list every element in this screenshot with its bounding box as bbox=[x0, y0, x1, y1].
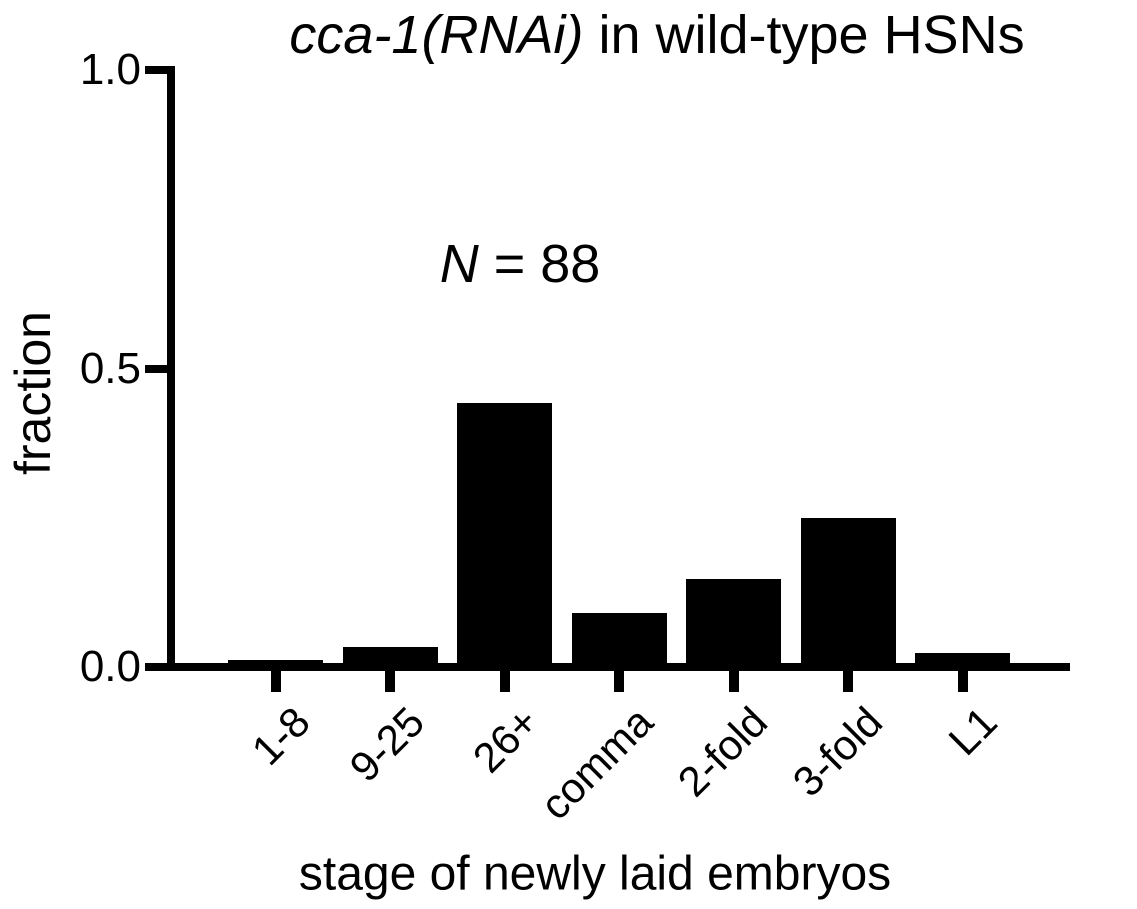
x-axis-title: stage of newly laid embryos bbox=[298, 847, 892, 901]
sample-size-annotation: N = 88 bbox=[440, 233, 601, 295]
bar-3-fold bbox=[800, 517, 896, 667]
x-tick-label: L1 bbox=[939, 697, 1006, 765]
sample-size-value: = 88 bbox=[478, 234, 601, 294]
y-tick-label: 1.0 bbox=[79, 45, 141, 94]
x-tick-label: comma bbox=[531, 697, 663, 829]
chart-title-gene: cca-1(RNAi) bbox=[289, 5, 584, 65]
y-axis-line bbox=[167, 66, 175, 671]
y-tick-label: 0.5 bbox=[79, 343, 141, 393]
bar-2-fold bbox=[686, 578, 781, 667]
y-tick bbox=[145, 663, 167, 671]
bar-9-25 bbox=[342, 646, 438, 667]
bar-comma bbox=[571, 612, 667, 667]
sample-size-n: N bbox=[439, 234, 479, 294]
x-tick bbox=[614, 671, 624, 692]
x-tick bbox=[270, 671, 281, 692]
x-tick bbox=[728, 671, 739, 692]
y-tick bbox=[145, 66, 167, 74]
x-tick bbox=[385, 671, 395, 692]
bar-26+ bbox=[457, 402, 552, 667]
x-tick bbox=[957, 671, 968, 692]
y-tick-label: 0.0 bbox=[79, 642, 141, 691]
y-tick bbox=[145, 364, 167, 373]
x-tick-label: 26+ bbox=[463, 697, 548, 782]
x-tick bbox=[843, 671, 853, 692]
x-tick-label: 9-25 bbox=[340, 697, 434, 791]
x-tick-label: 2-fold bbox=[669, 697, 777, 806]
x-tick-label: 3-fold bbox=[783, 697, 892, 806]
chart-title: cca-1(RNAi) in wild-type HSNs bbox=[289, 6, 1024, 64]
x-axis-line bbox=[167, 663, 1070, 671]
x-tick bbox=[499, 671, 510, 692]
x-tick-label: 1-8 bbox=[242, 697, 319, 775]
y-axis-title: fraction bbox=[5, 311, 61, 475]
chart-title-rest: in wild-type HSNs bbox=[583, 5, 1025, 65]
